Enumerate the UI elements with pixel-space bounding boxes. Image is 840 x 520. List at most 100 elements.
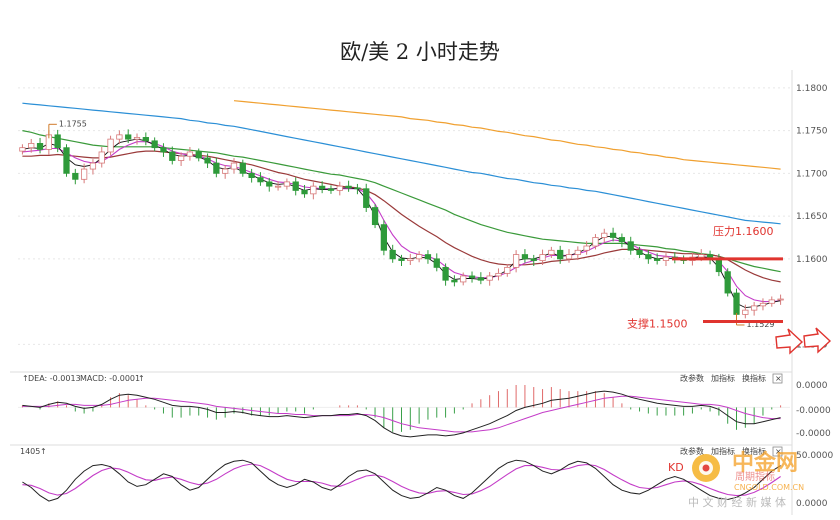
kdj-menu-switch-indicator: 换指标 <box>742 446 766 456</box>
candle-up <box>512 254 520 268</box>
macd-macd-label: MACD: -0.0001 <box>80 374 140 383</box>
brand-logo-icon <box>702 464 710 472</box>
candle-up <box>336 185 343 191</box>
candle-down <box>389 249 396 260</box>
candle-down <box>72 172 79 180</box>
candle-down <box>477 277 484 281</box>
candle-up <box>80 168 88 180</box>
kdj-close-box-icon[interactable] <box>772 446 783 457</box>
candle-down <box>636 249 643 255</box>
candle-down <box>371 207 379 226</box>
candle-up <box>751 305 758 311</box>
candle-up <box>662 256 670 261</box>
candle-up <box>133 137 141 140</box>
ma-magenta-line <box>22 141 781 303</box>
macd-y-tick-label: -0.0000 <box>796 429 831 439</box>
candle-down <box>63 147 70 174</box>
candle-down <box>213 162 220 174</box>
macd-menu-change-params: 改参数 <box>680 373 704 383</box>
candle-down <box>627 241 634 251</box>
macd-y-tick-label: -0.0000 <box>796 406 831 416</box>
chart-title: 欧/美 2 小时走势 <box>340 40 500 64</box>
macd-menu-add-indicator: 加指标 <box>711 373 735 383</box>
candle-down <box>54 134 61 149</box>
macd-y-tick-label: 0.0000 <box>796 381 828 391</box>
macd-menu-switch-indicator: 换指标 <box>742 373 766 383</box>
candle-up <box>592 237 599 247</box>
candle-up <box>310 185 317 195</box>
macd-arrow-up-icon: ↑ <box>138 374 145 383</box>
candle-up <box>574 249 581 255</box>
candle-up <box>698 254 705 258</box>
candle-down <box>733 292 740 315</box>
price-y-tick-label: 1.1750 <box>796 127 828 137</box>
candle-up <box>222 168 229 174</box>
candle-up <box>415 254 423 260</box>
candle-down <box>266 181 273 187</box>
low-price-label: 1.1529 <box>747 320 775 329</box>
price-y-tick-label: 1.1600 <box>796 255 828 265</box>
candle-up <box>565 254 573 260</box>
candle-down <box>354 187 361 190</box>
candle-up <box>407 258 414 261</box>
candle-up <box>116 134 123 140</box>
candle-up <box>486 275 493 281</box>
macd-close-box-icon[interactable] <box>772 373 783 384</box>
candle-up <box>107 138 114 153</box>
candle-up <box>548 249 555 255</box>
candle-up <box>89 162 97 170</box>
candle-down <box>169 151 176 161</box>
candle-down <box>557 249 564 260</box>
candle-up <box>583 245 590 251</box>
arrow-right-outline-icon <box>803 327 832 354</box>
candle-up <box>98 151 105 164</box>
ma-green-line <box>22 130 781 273</box>
kdj-header-label: 1405 <box>20 447 40 456</box>
ma-brown-line <box>22 150 781 283</box>
macd-dea-label: DEA: -0.0013 <box>28 374 81 383</box>
kdj-menu-change-params: 改参数 <box>680 446 704 456</box>
candle-down <box>327 188 335 191</box>
candle-up <box>504 266 511 274</box>
candle-up <box>177 155 185 161</box>
candle-down <box>715 258 723 273</box>
candle-up <box>283 181 291 187</box>
candle-up <box>742 309 749 315</box>
high-price-label: 1.1755 <box>59 119 87 128</box>
kdj-y-tick-label: 50.0000 <box>796 451 833 461</box>
price-y-tick-label: 1.1800 <box>796 84 828 94</box>
kdj-menu-add-indicator: 加指标 <box>711 446 735 456</box>
candle-down <box>345 185 352 189</box>
candle-down <box>319 185 326 190</box>
candle-up <box>539 254 546 261</box>
candle-down <box>618 237 626 243</box>
candle-down <box>433 258 440 268</box>
ma-orange-line <box>233 100 781 170</box>
candle-down <box>142 137 149 142</box>
candle-up <box>768 299 775 304</box>
candle-down <box>521 254 529 260</box>
candle-down <box>530 258 537 261</box>
candle-down <box>301 190 308 195</box>
candle-down <box>257 177 264 183</box>
watermark-domain: CNGOLD.COM.CN <box>734 483 804 492</box>
kdj-y-tick-label: 0.0000 <box>796 499 828 509</box>
candle-down <box>645 254 652 260</box>
candle-down <box>239 162 246 174</box>
candle-up <box>274 185 282 188</box>
macd-arrow-up-icon: ↑ <box>22 374 29 383</box>
candle-down <box>160 147 167 153</box>
watermark-brand: 中金网 <box>732 450 798 476</box>
kdj-d-line <box>22 463 781 497</box>
arrow-right-outline-icon <box>775 328 804 355</box>
support-label: 支撑1.1500 <box>627 317 688 331</box>
candle-down <box>248 172 255 179</box>
candle-down <box>380 224 388 251</box>
kdj-close-icon: × <box>775 447 782 456</box>
candle-down <box>468 275 476 279</box>
kdj-k-line <box>22 459 781 502</box>
candle-up <box>759 302 767 307</box>
candle-down <box>424 254 432 260</box>
candle-up <box>495 272 502 277</box>
